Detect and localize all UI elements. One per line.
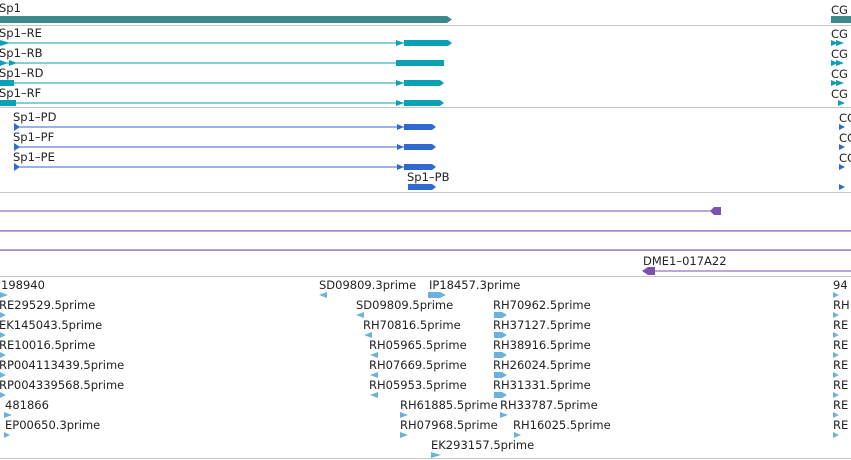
polypeptide-label-clipped[interactable]: CG bbox=[839, 131, 851, 145]
est-label[interactable]: RH61885.5prime bbox=[400, 398, 498, 412]
polypeptide-label[interactable]: Sp1–PD bbox=[13, 110, 57, 124]
gene-label[interactable]: Sp1 bbox=[0, 1, 21, 15]
est-label[interactable]: SD09809.5prime bbox=[356, 298, 454, 312]
clone-label[interactable]: DME1–017A22 bbox=[643, 254, 727, 268]
track-separator bbox=[0, 192, 851, 193]
transcript-label[interactable]: Sp1–RD bbox=[0, 66, 44, 80]
transcript-label-clipped[interactable]: CG bbox=[831, 87, 848, 101]
est-label[interactable]: RE bbox=[833, 338, 849, 352]
est-label[interactable]: IP18457.3prime bbox=[429, 278, 521, 292]
track-separator bbox=[0, 276, 851, 277]
transcript-model[interactable] bbox=[0, 40, 844, 46]
est-label[interactable]: RH38916.5prime bbox=[493, 338, 591, 352]
gene-label-clipped[interactable]: CG bbox=[831, 3, 848, 17]
est-label[interactable]: RE bbox=[833, 318, 849, 332]
clone-feature[interactable] bbox=[0, 207, 851, 275]
est-label[interactable]: RH07968.5prime bbox=[400, 418, 498, 432]
transcript-model[interactable] bbox=[14, 163, 845, 171]
est-label[interactable]: RH07669.5prime bbox=[369, 358, 467, 372]
transcript-model[interactable] bbox=[14, 143, 845, 151]
transcript-label-clipped[interactable]: CG bbox=[831, 27, 848, 41]
transcript-model[interactable] bbox=[0, 80, 844, 86]
est-label[interactable]: RE bbox=[833, 378, 849, 392]
est-label[interactable]: RH31331.5prime bbox=[493, 378, 591, 392]
est-read-glyphs[interactable] bbox=[0, 292, 839, 458]
gene-feature-bar[interactable] bbox=[0, 16, 452, 23]
transcript-model[interactable] bbox=[408, 184, 845, 190]
est-label[interactable]: RP004113439.5prime bbox=[0, 358, 125, 372]
est-label[interactable]: RH37127.5prime bbox=[493, 318, 591, 332]
est-label[interactable]: EP00650.3prime bbox=[5, 418, 101, 432]
track-separator bbox=[0, 25, 851, 26]
est-label[interactable]: 481866 bbox=[5, 398, 49, 412]
polypeptide-label-clipped[interactable]: CG bbox=[839, 151, 851, 165]
est-label[interactable]: RH70816.5prime bbox=[363, 318, 461, 332]
track-separator bbox=[0, 107, 851, 108]
est-label[interactable]: RH05965.5prime bbox=[369, 338, 467, 352]
est-label[interactable]: 94 bbox=[833, 278, 848, 292]
est-label[interactable]: RE bbox=[833, 398, 849, 412]
transcript-label[interactable]: Sp1–RE bbox=[0, 26, 42, 40]
transcript-label-clipped[interactable]: CG bbox=[831, 67, 848, 81]
transcript-model[interactable] bbox=[14, 123, 845, 131]
transcript-label-clipped[interactable]: CG bbox=[831, 47, 848, 61]
est-label[interactable]: EK293157.5prime bbox=[431, 438, 535, 452]
transcript-label[interactable]: Sp1–RB bbox=[0, 46, 43, 60]
est-label[interactable]: RH05953.5prime bbox=[369, 378, 467, 392]
polypeptide-label-clipped[interactable]: CG bbox=[839, 111, 851, 125]
gene-feature-bar-right[interactable] bbox=[831, 16, 851, 23]
polypeptide-label[interactable]: Sp1–PF bbox=[13, 130, 55, 144]
est-label[interactable]: RH70962.5prime bbox=[493, 298, 591, 312]
est-label[interactable]: RE10016.5prime bbox=[0, 338, 96, 352]
polypeptide-label[interactable]: Sp1–PE bbox=[13, 150, 55, 164]
transcript-model[interactable] bbox=[0, 60, 844, 66]
est-label[interactable]: RH16025.5prime bbox=[513, 418, 611, 432]
est-label[interactable]: 198940 bbox=[1, 278, 45, 292]
est-label[interactable]: RP004339568.5prime bbox=[0, 378, 125, 392]
est-label[interactable]: SD09809.3prime bbox=[319, 278, 417, 292]
est-label[interactable]: RH bbox=[833, 298, 850, 312]
track-separator bbox=[0, 458, 851, 459]
est-label[interactable]: RE bbox=[833, 358, 849, 372]
transcript-label[interactable]: Sp1–RF bbox=[0, 86, 42, 100]
est-label[interactable]: EK145043.5prime bbox=[0, 318, 103, 332]
polypeptide-label[interactable]: Sp1–PB bbox=[407, 170, 450, 184]
est-label[interactable]: RE29529.5prime bbox=[0, 298, 96, 312]
est-label[interactable]: RH26024.5prime bbox=[493, 358, 591, 372]
est-label[interactable]: RH33787.5prime bbox=[500, 398, 598, 412]
est-label[interactable]: RE bbox=[833, 418, 849, 432]
transcript-model[interactable] bbox=[0, 100, 845, 106]
